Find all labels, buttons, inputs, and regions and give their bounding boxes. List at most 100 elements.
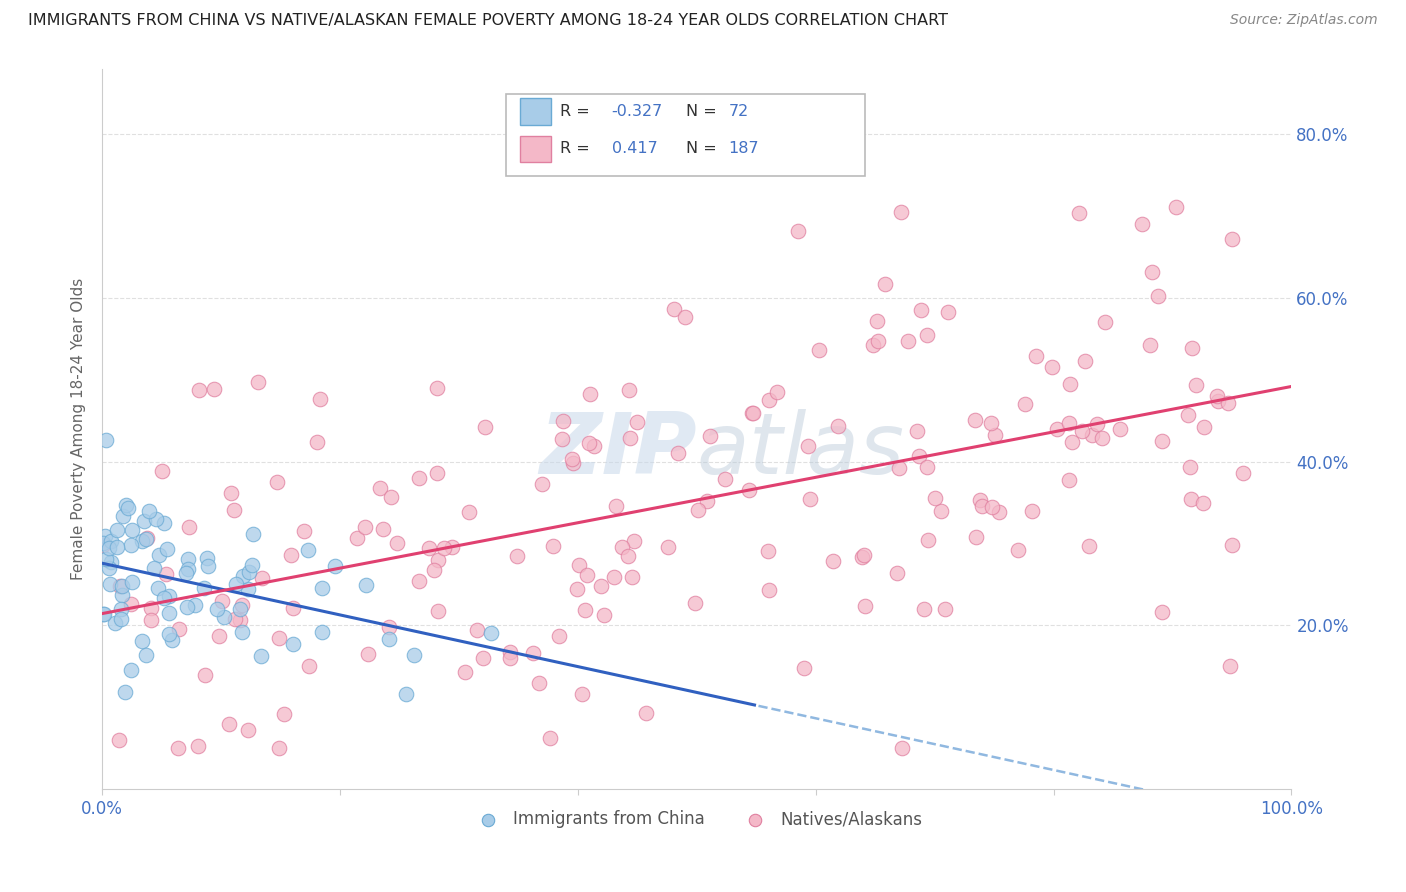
Point	[1147, 289, 1170, 303]
Point	[97, 561, 120, 575]
Point	[236, 582, 259, 596]
Point	[561, 451, 583, 466]
Point	[738, 483, 761, 497]
Point	[368, 481, 391, 495]
Point	[1091, 431, 1114, 445]
Point	[98, 541, 121, 555]
Point	[184, 598, 207, 612]
Point	[225, 576, 247, 591]
Point	[756, 544, 779, 558]
Point	[208, 629, 231, 643]
Point	[522, 647, 544, 661]
Point	[94, 551, 117, 566]
Point	[686, 503, 709, 517]
Point	[984, 428, 1007, 442]
Point	[786, 224, 808, 238]
Text: R =: R =	[560, 142, 599, 156]
Point	[905, 425, 928, 439]
Point	[145, 512, 167, 526]
Point	[1218, 396, 1240, 410]
Point	[1060, 435, 1083, 450]
Point	[205, 602, 228, 616]
Point	[115, 498, 138, 512]
Point	[93, 607, 115, 622]
Text: 72: 72	[728, 104, 748, 119]
Text: ZIP: ZIP	[540, 409, 697, 492]
Point	[153, 591, 176, 605]
Point	[378, 620, 401, 634]
Point	[135, 648, 157, 663]
Point	[912, 602, 935, 616]
Point	[1220, 538, 1243, 552]
Text: -0.327: -0.327	[612, 104, 662, 119]
Point	[988, 505, 1011, 519]
Point	[970, 499, 993, 513]
Point	[112, 508, 135, 523]
Point	[167, 741, 190, 756]
Point	[441, 540, 464, 554]
Text: Source: ZipAtlas.com: Source: ZipAtlas.com	[1230, 13, 1378, 28]
Point	[852, 548, 875, 562]
Point	[908, 450, 931, 464]
Point	[915, 459, 938, 474]
Point	[110, 612, 132, 626]
Point	[603, 570, 626, 584]
Point	[821, 553, 844, 567]
Point	[202, 382, 225, 396]
Point	[395, 687, 418, 701]
Point	[699, 428, 721, 442]
Point	[110, 579, 132, 593]
Point	[242, 526, 264, 541]
Point	[866, 314, 889, 328]
Point	[1218, 659, 1240, 673]
Point	[408, 574, 430, 588]
Point	[673, 310, 696, 324]
Point	[1007, 542, 1029, 557]
Point	[224, 612, 246, 626]
Point	[827, 418, 849, 433]
Point	[965, 530, 987, 544]
Point	[135, 533, 157, 547]
Point	[176, 562, 198, 576]
Point	[104, 615, 127, 630]
Point	[418, 541, 440, 555]
Point	[354, 578, 377, 592]
Point	[626, 416, 648, 430]
Point	[238, 565, 260, 579]
Point	[1046, 422, 1069, 436]
Point	[1057, 473, 1080, 487]
Point	[467, 624, 489, 638]
Text: atlas: atlas	[697, 409, 905, 492]
Point	[387, 536, 409, 550]
Point	[1232, 467, 1254, 481]
Point	[1130, 217, 1153, 231]
Point	[94, 529, 117, 543]
Point	[799, 491, 821, 506]
Point	[155, 566, 177, 581]
Point	[617, 549, 640, 563]
Point	[273, 706, 295, 721]
Point	[897, 334, 920, 348]
Point	[108, 733, 131, 747]
Point	[218, 716, 240, 731]
Point	[357, 648, 380, 662]
Point	[193, 581, 215, 595]
Point	[571, 687, 593, 701]
Point	[758, 392, 780, 407]
Point	[114, 684, 136, 698]
Point	[292, 524, 315, 538]
Point	[924, 491, 946, 506]
Point	[311, 581, 333, 595]
Point	[1181, 341, 1204, 355]
Point	[1077, 540, 1099, 554]
Point	[591, 579, 613, 593]
Point	[541, 539, 564, 553]
Point	[311, 624, 333, 639]
Point	[1021, 504, 1043, 518]
Point	[1192, 420, 1215, 434]
Point	[297, 543, 319, 558]
Point	[797, 439, 820, 453]
Point	[211, 594, 233, 608]
Point	[851, 549, 873, 564]
Point	[714, 472, 737, 486]
